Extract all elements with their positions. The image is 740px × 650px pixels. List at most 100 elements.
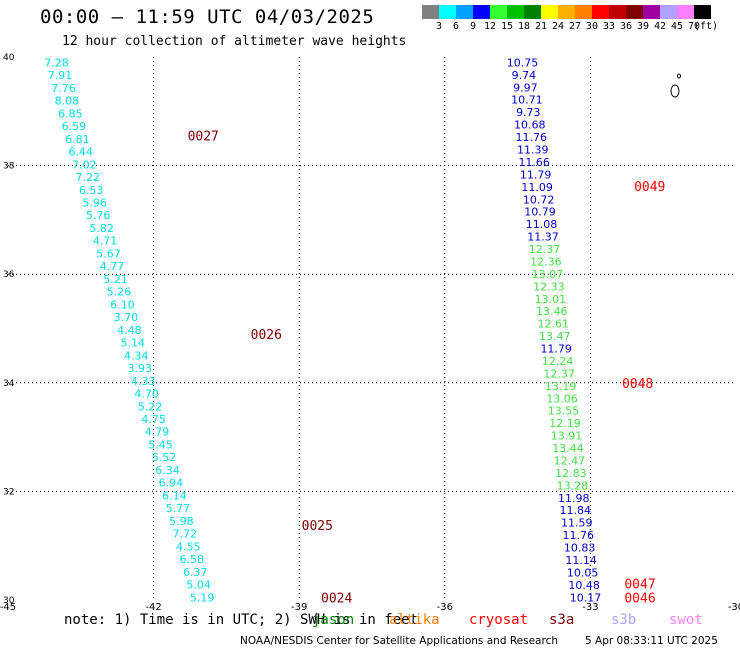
y-tick-label: 38 bbox=[3, 162, 15, 172]
swh-value-left: 5.67 bbox=[96, 247, 121, 260]
page-subtitle: 12 hour collection of altimeter wave hei… bbox=[62, 34, 407, 49]
swh-value-left: 6.10 bbox=[110, 298, 135, 311]
page-title: 00:00 – 11:59 UTC 04/03/2025 bbox=[40, 6, 375, 28]
swh-value-left: 5.52 bbox=[152, 451, 177, 464]
x-tick-label: -30 bbox=[728, 602, 740, 613]
swh-value-left: 8.08 bbox=[55, 95, 80, 108]
swh-value-right: 11.79 bbox=[520, 168, 552, 181]
satellite-s3a: s3a bbox=[549, 612, 575, 628]
swh-value-right: 13.28 bbox=[557, 479, 589, 492]
swh-value-right: 10.79 bbox=[524, 206, 556, 219]
swh-value-left: 6.81 bbox=[65, 133, 90, 146]
y-tick-label: 36 bbox=[3, 270, 15, 280]
swh-value-right: 12.24 bbox=[542, 355, 574, 368]
color-swatch bbox=[660, 5, 677, 19]
swh-value-left: 6.85 bbox=[58, 107, 83, 120]
color-swatch bbox=[643, 5, 660, 19]
x-tick-label: -33 bbox=[582, 602, 598, 613]
swh-value-right: 11.79 bbox=[540, 343, 572, 356]
pass-number-label: 0027 bbox=[188, 130, 219, 145]
swh-value-right: 10.68 bbox=[514, 119, 546, 132]
swh-value-right: 10.83 bbox=[564, 542, 596, 555]
swh-value-left: 4.79 bbox=[145, 426, 170, 439]
color-swatch bbox=[609, 5, 626, 19]
color-swatch bbox=[541, 5, 558, 19]
color-legend-label: 18 bbox=[517, 21, 531, 32]
color-swatch bbox=[473, 5, 490, 19]
swh-value-left: 4.33 bbox=[131, 375, 156, 388]
satellite-s3b: s3b bbox=[611, 612, 637, 628]
color-legend-label: 33 bbox=[602, 21, 616, 32]
swh-value-right: 10.05 bbox=[567, 566, 599, 579]
color-legend-label: 3 bbox=[435, 21, 443, 32]
y-tick-label: 30 bbox=[3, 596, 15, 606]
y-tick-label: 40 bbox=[3, 53, 15, 63]
swh-value-left: 7.28 bbox=[44, 56, 69, 69]
swh-value-right: 10.71 bbox=[511, 94, 543, 107]
swh-value-left: 5.98 bbox=[169, 515, 194, 528]
color-legend-label: 24 bbox=[551, 21, 565, 32]
swh-value-left: 5.77 bbox=[166, 502, 191, 515]
swh-value-right: 12.33 bbox=[533, 280, 565, 293]
swh-value-right: 11.37 bbox=[527, 231, 559, 244]
color-legend-label: 30 bbox=[585, 21, 599, 32]
pass-number-label: 0049 bbox=[634, 180, 665, 195]
color-swatch bbox=[558, 5, 575, 19]
swh-value-left: 5.14 bbox=[121, 337, 146, 350]
color-swatch bbox=[507, 5, 524, 19]
color-legend-bar bbox=[422, 5, 711, 19]
color-legend-label: 27 bbox=[568, 21, 582, 32]
island-shape bbox=[677, 73, 681, 79]
swh-value-right: 13.07 bbox=[532, 268, 564, 281]
swh-value-left: 6.37 bbox=[183, 566, 208, 579]
note-text: note: 1) Time is in UTC; 2) SWH is in fe… bbox=[64, 612, 419, 628]
swh-value-left: 3.70 bbox=[114, 311, 139, 324]
swh-value-left: 6.53 bbox=[79, 184, 104, 197]
swh-value-left: 3.93 bbox=[127, 362, 152, 375]
swh-value-right: 12.37 bbox=[543, 367, 575, 380]
swh-value-left: 4.48 bbox=[117, 324, 142, 337]
swh-value-right: 13.55 bbox=[548, 405, 580, 418]
swh-value-left: 7.02 bbox=[72, 158, 97, 171]
color-swatch bbox=[439, 5, 456, 19]
swh-value-right: 13.91 bbox=[551, 430, 583, 443]
color-legend-label: 36 bbox=[619, 21, 633, 32]
swh-value-left: 5.22 bbox=[138, 400, 163, 413]
swh-value-left: 7.22 bbox=[75, 171, 100, 184]
swh-value-right: 13.46 bbox=[536, 305, 568, 318]
y-tick-label: 32 bbox=[3, 487, 14, 497]
color-swatch bbox=[694, 5, 711, 19]
color-legend-label: 6 bbox=[452, 21, 460, 32]
y-tick-label: 34 bbox=[3, 379, 15, 389]
color-swatch bbox=[422, 5, 439, 19]
swh-value-left: 6.14 bbox=[162, 489, 187, 502]
color-legend-label: 15 bbox=[500, 21, 514, 32]
color-legend-label: (ft) bbox=[693, 21, 719, 32]
swh-value-left: 6.59 bbox=[62, 120, 87, 133]
color-legend-label: 12 bbox=[483, 21, 497, 32]
pass-number-label: 0024 bbox=[321, 591, 352, 606]
swh-value-left: 6.34 bbox=[155, 464, 180, 477]
swh-value-right: 13.01 bbox=[535, 293, 567, 306]
swh-value-left: 5.04 bbox=[186, 579, 211, 592]
x-tick-label: -36 bbox=[437, 602, 453, 613]
swh-value-left: 4.55 bbox=[176, 540, 201, 553]
island-shape bbox=[670, 84, 680, 98]
swh-value-right: 12.61 bbox=[538, 318, 570, 331]
x-tick-label: -45 bbox=[0, 602, 16, 613]
swh-value-right: 11.14 bbox=[565, 554, 597, 567]
swh-value-left: 7.91 bbox=[48, 69, 73, 82]
swh-value-left: 5.45 bbox=[148, 438, 173, 451]
color-legend-label: 39 bbox=[636, 21, 650, 32]
color-legend-label: 42 bbox=[653, 21, 667, 32]
color-swatch bbox=[677, 5, 694, 19]
swh-value-left: 5.76 bbox=[86, 209, 111, 222]
swh-value-right: 11.66 bbox=[518, 156, 550, 169]
color-swatch bbox=[524, 5, 541, 19]
swh-value-right: 11.76 bbox=[562, 529, 594, 542]
satellite-altika: altika bbox=[389, 612, 440, 628]
color-swatch bbox=[490, 5, 507, 19]
color-legend-label: 21 bbox=[534, 21, 548, 32]
